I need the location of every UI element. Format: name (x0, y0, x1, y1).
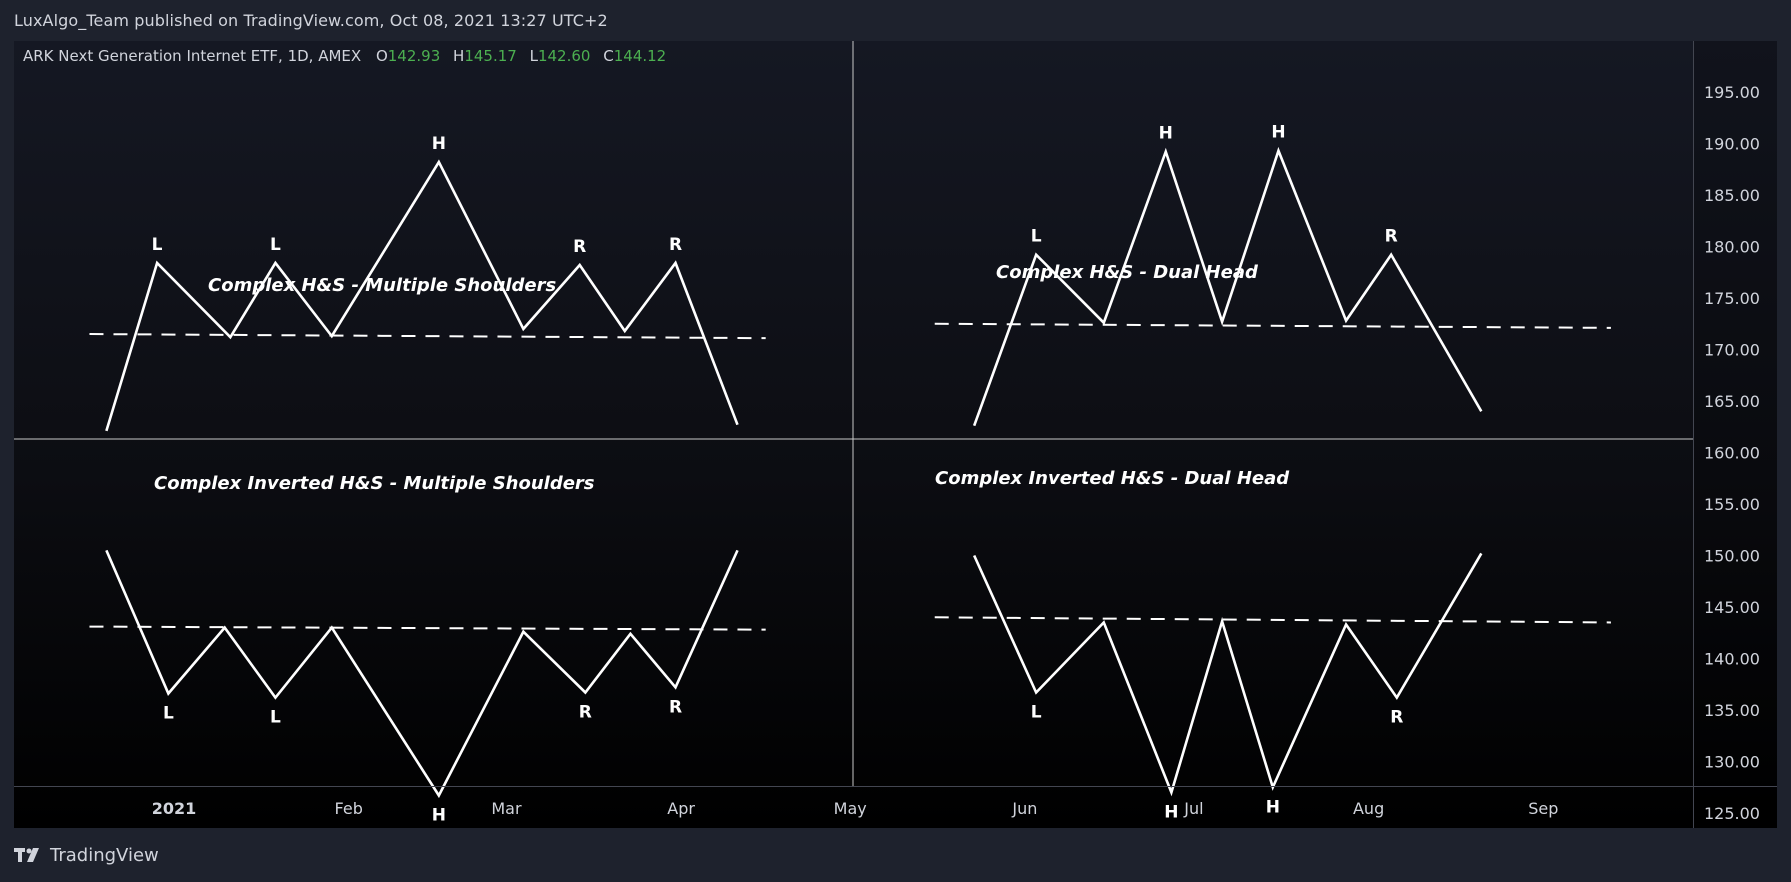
pivot-label-h: H (1159, 124, 1173, 144)
pattern-title: Complex H&S - Multiple Shoulders (208, 275, 557, 296)
pivot-label-h: H (1271, 123, 1285, 143)
pivot-label-l: L (1031, 702, 1042, 722)
time-tick-label: Aug (1353, 799, 1384, 818)
legend-open-label: O (376, 47, 388, 65)
tradingview-logo-icon (14, 847, 39, 862)
tradingview-brand-text: TradingView (50, 845, 159, 866)
publication-attribution: LuxAlgo_Team published on TradingView.co… (14, 11, 608, 30)
chart-panel[interactable]: L L H R R Complex H&S - Multiple Shoulders L H H… (14, 41, 1777, 828)
time-tick-label: 2021 (152, 799, 197, 818)
pivot-label-r: R (579, 702, 592, 722)
pattern-1: L L H R R Complex H&S - Multiple Shoulders (89, 134, 766, 432)
pivot-label-r: R (1385, 227, 1398, 247)
neckline-dashed-line (89, 625, 766, 631)
pivot-label-l: L (270, 235, 281, 255)
price-tick-label: 180.00 (1704, 238, 1760, 257)
price-tick-label: 130.00 (1704, 753, 1760, 772)
pattern-4: L H H R Complex Inverted H&S - Dual Head (934, 468, 1611, 822)
price-tick-label: 175.00 (1704, 289, 1760, 308)
time-tick-label: Jun (1011, 799, 1037, 818)
pivot-label-r: R (1390, 708, 1403, 728)
legend-open-value: 142.93 (388, 47, 441, 65)
legend-close-value: 144.12 (614, 47, 667, 65)
price-tick-label: 190.00 (1704, 135, 1760, 154)
pattern-price-line (972, 552, 1483, 797)
pivot-label-h: H (432, 805, 446, 825)
pivot-label-l: L (152, 235, 163, 255)
pivot-label-h: H (432, 134, 446, 154)
tradingview-branding[interactable]: TradingView (14, 845, 159, 866)
legend-low-value: 142.60 (538, 47, 591, 65)
price-tick-label: 160.00 (1704, 444, 1760, 463)
time-tick-label: Sep (1528, 799, 1558, 818)
pivot-label-l: L (270, 708, 281, 728)
legend-high-label: H (453, 47, 464, 65)
pivot-label-l: L (163, 704, 174, 724)
neckline-dashed-line (934, 616, 1611, 624)
price-tick-label: 185.00 (1704, 186, 1760, 205)
time-tick-label: Feb (335, 799, 363, 818)
price-tick-label: 125.00 (1704, 804, 1760, 823)
time-tick-label: Jul (1183, 799, 1203, 818)
time-tick-label: Mar (491, 799, 522, 818)
pattern-3: L L H R R Complex Inverted H&S - Multiple Sho… (89, 473, 766, 825)
legend-symbol: ARK Next Generation Internet ETF, 1D, AM… (23, 47, 361, 65)
pivot-label-r: R (669, 697, 682, 717)
pivot-label-h: H (1266, 797, 1280, 817)
price-tick-label: 170.00 (1704, 341, 1760, 360)
price-tick-label: 155.00 (1704, 495, 1760, 514)
time-tick-label: May (834, 799, 867, 818)
pivot-label-h: H (1164, 802, 1178, 822)
pivot-label-r: R (573, 237, 586, 257)
pattern-title: Complex H&S - Dual Head (996, 262, 1259, 283)
pivot-label-l: L (1031, 227, 1042, 247)
neckline-dashed-line (89, 333, 766, 340)
price-tick-label: 145.00 (1704, 598, 1760, 617)
neckline-dashed-line (934, 322, 1611, 329)
price-tick-label: 140.00 (1704, 650, 1760, 669)
legend-high-value: 145.17 (464, 47, 517, 65)
legend-close-label: C (603, 47, 613, 65)
pattern-title: Complex Inverted H&S - Dual Head (935, 468, 1290, 489)
price-tick-label: 135.00 (1704, 701, 1760, 720)
pattern-price-line (105, 159, 739, 432)
pattern-title: Complex Inverted H&S - Multiple Shoulder… (154, 473, 595, 494)
price-tick-label: 165.00 (1704, 392, 1760, 411)
price-scale-background (1693, 41, 1777, 828)
price-tick-label: 150.00 (1704, 547, 1760, 566)
price-tick-label: 195.00 (1704, 83, 1760, 102)
pattern-price-line (972, 146, 1483, 427)
pattern-2: L H H R Complex H&S - Dual Head (934, 123, 1611, 427)
time-tick-label: Apr (667, 799, 695, 818)
pattern-price-line (105, 549, 739, 799)
chart-canvas[interactable]: L L H R R Complex H&S - Multiple Shoulders L H H… (14, 41, 1777, 828)
pivot-label-r: R (669, 235, 682, 255)
symbol-legend: ARK Next Generation Internet ETF, 1D, AM… (23, 47, 666, 65)
legend-low-label: L (530, 47, 539, 65)
